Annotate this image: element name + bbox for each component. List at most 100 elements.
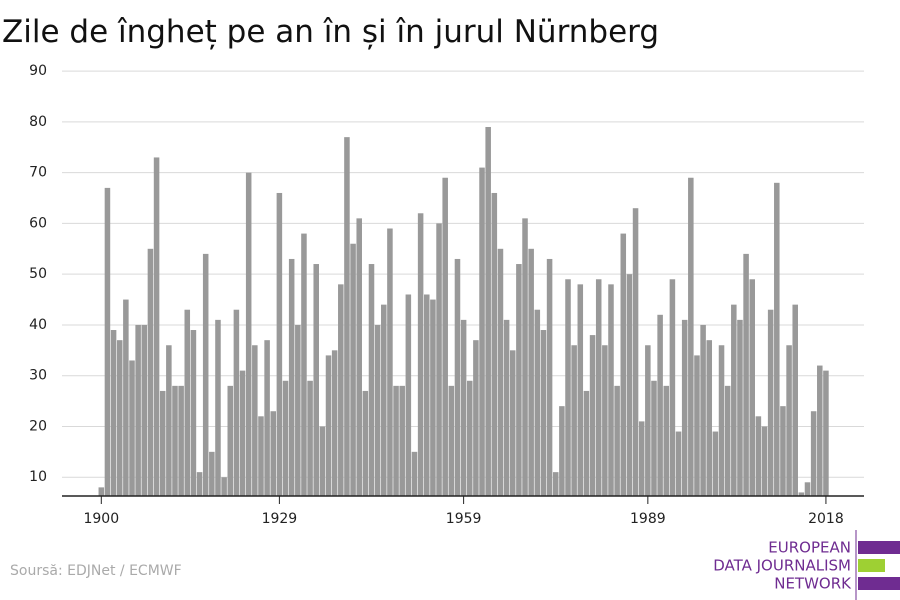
bar: [663, 385, 670, 496]
bar: [718, 345, 725, 496]
y-tick-label: 40: [29, 317, 47, 333]
bar: [528, 248, 534, 496]
bar: [700, 324, 706, 496]
y-tick-label: 30: [29, 368, 47, 384]
bar: [712, 431, 719, 496]
bar: [430, 299, 436, 496]
bar: [798, 492, 805, 496]
bar: [448, 385, 455, 496]
bar: [651, 380, 657, 496]
bar: [270, 411, 277, 496]
bar: [681, 319, 688, 496]
bar: [516, 264, 522, 496]
bar: [632, 208, 639, 497]
bar: [252, 345, 258, 496]
bar: [491, 192, 498, 497]
y-tick-label: 90: [29, 63, 47, 79]
bar: [350, 243, 356, 496]
bar: [669, 279, 676, 496]
bar: [104, 187, 111, 496]
bar: [159, 390, 166, 496]
bar: [110, 330, 117, 496]
bar: [706, 340, 713, 496]
bar: [724, 385, 731, 496]
bar: [804, 482, 811, 496]
bar: [589, 335, 596, 496]
bar: [602, 345, 608, 496]
bar: [405, 294, 412, 496]
bar: [583, 390, 590, 496]
bar: [221, 477, 227, 496]
bar: [417, 213, 424, 496]
bar: [190, 330, 197, 496]
bar: [172, 385, 178, 496]
bar: [184, 309, 191, 496]
bar: [675, 431, 682, 496]
bar: [737, 319, 743, 496]
bar: [374, 324, 381, 496]
bar: [282, 380, 289, 496]
bar: [313, 264, 319, 496]
y-tick-label: 80: [29, 114, 47, 130]
bar: [473, 340, 479, 496]
bar: [479, 167, 485, 496]
bar: [356, 218, 362, 496]
bar: [774, 182, 780, 496]
bar: [178, 385, 184, 496]
bar: [338, 284, 344, 496]
x-tick-label: 1929: [262, 511, 298, 527]
bar: [307, 380, 313, 496]
bar: [810, 411, 817, 496]
bar: [264, 340, 270, 496]
bar: [209, 451, 215, 496]
bar: [485, 126, 491, 497]
bar: [331, 350, 338, 496]
bar: [761, 426, 768, 496]
bar: [565, 279, 571, 496]
logo-text: NETWORK: [774, 575, 852, 593]
bar: [577, 284, 584, 496]
bar: [393, 385, 399, 496]
bar: [731, 304, 737, 496]
x-tick-label: 2018: [808, 511, 844, 527]
bar: [503, 319, 510, 496]
bar: [233, 309, 240, 496]
chart-title: Zile de îngheț pe an în și în jurul Nürn…: [2, 14, 659, 50]
bar: [295, 324, 301, 496]
bar: [129, 360, 135, 496]
bar: [792, 304, 798, 496]
bar: [387, 228, 393, 496]
bar: [608, 284, 614, 496]
bar: [767, 309, 774, 496]
bar: [460, 319, 467, 496]
bar: [411, 451, 418, 496]
bar: [571, 345, 577, 496]
bar: [98, 487, 105, 496]
y-tick-label: 50: [29, 266, 47, 282]
bar: [147, 248, 154, 496]
bar: [497, 248, 504, 496]
x-tick-label: 1989: [630, 511, 666, 527]
bar: [227, 385, 234, 496]
bar: [780, 406, 786, 496]
bar: [381, 304, 387, 496]
bar: [325, 355, 332, 496]
bar: [657, 314, 663, 496]
bar: [368, 264, 375, 496]
logo-bar: [858, 577, 900, 590]
bar: [552, 472, 559, 496]
bar: [245, 172, 252, 496]
bar: [755, 416, 762, 496]
bar: [116, 340, 123, 496]
bar: [540, 330, 547, 496]
bar: [743, 253, 749, 496]
bar: [123, 299, 129, 496]
bar: [626, 274, 633, 496]
source: Soursă: EDJNet / ECMWF: [10, 563, 182, 579]
x-tick-label: 1959: [446, 511, 482, 527]
bar: [559, 406, 565, 496]
bar: [141, 324, 148, 496]
y-tick-label: 70: [29, 165, 47, 181]
bar: [620, 233, 627, 496]
logo-text: EUROPEAN: [768, 539, 851, 557]
